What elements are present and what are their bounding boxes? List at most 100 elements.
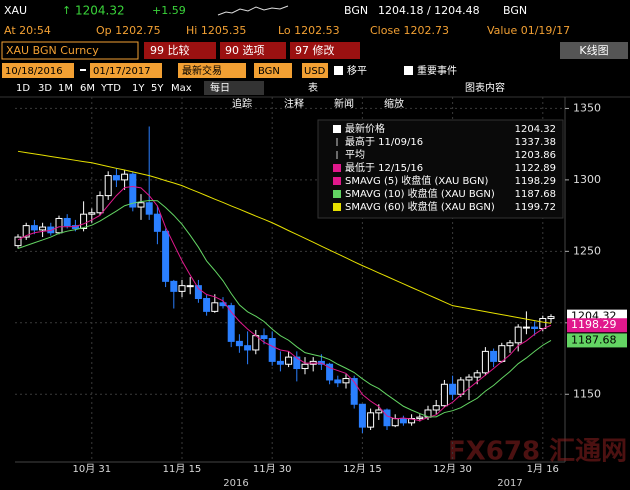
move-checkbox[interactable] xyxy=(334,66,343,75)
x-tick-label: 12月 30 xyxy=(433,463,472,475)
candle-body xyxy=(416,416,424,420)
legend-value: 1122.89 xyxy=(515,163,556,174)
bid-source: BGN xyxy=(344,4,368,17)
candle-body xyxy=(301,363,309,370)
events: 重要事件 xyxy=(417,64,457,77)
high: Hi 1205.35 xyxy=(186,24,246,37)
candle-body xyxy=(121,173,129,181)
candle-body xyxy=(285,356,293,365)
x-tick-label: 12月 15 xyxy=(343,463,382,475)
currency-select[interactable] xyxy=(302,63,328,78)
candle-body xyxy=(14,236,22,247)
legend-value: 1187.68 xyxy=(515,189,556,200)
close: Close 1202.73 xyxy=(370,24,449,37)
candle-body xyxy=(342,378,350,384)
candle-body xyxy=(39,226,47,231)
candle-body xyxy=(506,342,514,347)
dash xyxy=(80,69,86,71)
security-box[interactable] xyxy=(1,41,139,60)
tool-button[interactable]: 追踪 xyxy=(232,97,252,110)
candle-body xyxy=(194,285,202,300)
frequency-select[interactable] xyxy=(204,81,264,95)
legend-value: 1203.86 xyxy=(515,150,556,161)
y-tick-label: 1350 xyxy=(573,101,601,114)
moving-average xyxy=(17,185,552,422)
period-button[interactable]: YTD xyxy=(100,83,121,94)
time: At 20:54 xyxy=(4,24,51,37)
view: K线图 xyxy=(579,43,608,57)
legend-label: SMAVG (60) 收盘值 (XAU BGN) xyxy=(345,200,495,213)
legend-swatch xyxy=(333,203,341,211)
candle-body xyxy=(481,350,489,374)
price-source: BGN xyxy=(258,66,280,77)
candle-body xyxy=(547,316,555,320)
tool-button[interactable]: 缩放 xyxy=(384,97,404,110)
period-button[interactable]: 1D xyxy=(16,83,30,94)
candle-body xyxy=(186,285,194,288)
start-input[interactable] xyxy=(2,63,74,78)
moving-average xyxy=(17,150,552,324)
candle-body xyxy=(227,305,235,342)
candle-body xyxy=(153,213,161,232)
source-select[interactable] xyxy=(254,63,292,78)
candle-body xyxy=(22,225,30,238)
candle-body xyxy=(391,418,399,427)
options-button[interactable] xyxy=(220,42,286,59)
view-button[interactable] xyxy=(560,42,628,59)
value-date: Value 01/19/17 xyxy=(487,24,570,37)
candle-body xyxy=(399,418,407,424)
candle-body xyxy=(203,298,211,312)
legend-value: 1204.32 xyxy=(515,124,556,135)
legend-swatch xyxy=(333,125,341,133)
move: 移平 xyxy=(347,64,367,77)
tool-button[interactable]: 注释 xyxy=(284,97,304,110)
candle-body xyxy=(80,213,88,229)
change: +1.59 xyxy=(152,4,186,17)
candle-body xyxy=(531,326,539,330)
legend-label: 最高于 11/09/16 xyxy=(345,135,423,148)
watermark: FX678 汇通网 xyxy=(448,437,627,467)
period-button[interactable]: 5Y xyxy=(151,83,164,94)
edit-button[interactable] xyxy=(290,42,360,59)
period-button[interactable]: 3D xyxy=(38,83,52,94)
legend-label: SMAVG (10) 收盘值 (XAU BGN) xyxy=(345,187,495,200)
period-button[interactable]: Max xyxy=(171,83,192,94)
y-tick-label: 1250 xyxy=(573,244,601,257)
tool-button[interactable]: 新闻 xyxy=(334,97,354,110)
candle-body xyxy=(326,363,334,381)
year-label: 2016 xyxy=(223,478,248,489)
security: XAU BGN Curncy xyxy=(6,44,99,57)
candle-body xyxy=(104,175,112,197)
period-button[interactable]: 6M xyxy=(80,83,95,94)
candle-body xyxy=(137,202,145,208)
bid-ask: 1204.18 / 1204.48 xyxy=(378,4,480,17)
candle-body xyxy=(293,356,301,370)
candle-body xyxy=(63,217,71,227)
price-tag xyxy=(567,318,627,333)
candle-body xyxy=(367,412,375,428)
ask-source: BGN xyxy=(503,4,527,17)
candle-body xyxy=(473,372,481,378)
start-date: 10/18/2016 xyxy=(5,66,63,77)
candle-body xyxy=(129,173,137,208)
ticker: XAU xyxy=(4,4,27,17)
legend-swatch xyxy=(333,190,341,198)
sparkline xyxy=(217,5,289,16)
period-button[interactable]: 1M xyxy=(58,83,73,94)
price-select[interactable] xyxy=(178,63,246,78)
candle-body xyxy=(178,285,186,292)
period-button[interactable]: 1Y xyxy=(132,83,145,94)
compare-button[interactable] xyxy=(144,42,216,59)
candle-body xyxy=(244,345,252,351)
events-checkbox[interactable] xyxy=(404,66,413,75)
price-tag-label: 1198.29 xyxy=(571,318,617,331)
chart-content: 图表内容 xyxy=(465,81,505,94)
end-input[interactable] xyxy=(90,63,162,78)
direction: ↑ xyxy=(62,4,71,17)
options: 90 选项 xyxy=(225,44,265,57)
moving-average xyxy=(17,199,552,418)
x-tick-label: 11月 30 xyxy=(253,463,292,475)
candle-body xyxy=(170,280,178,292)
candle-body xyxy=(498,345,506,362)
candle-body xyxy=(408,418,416,424)
